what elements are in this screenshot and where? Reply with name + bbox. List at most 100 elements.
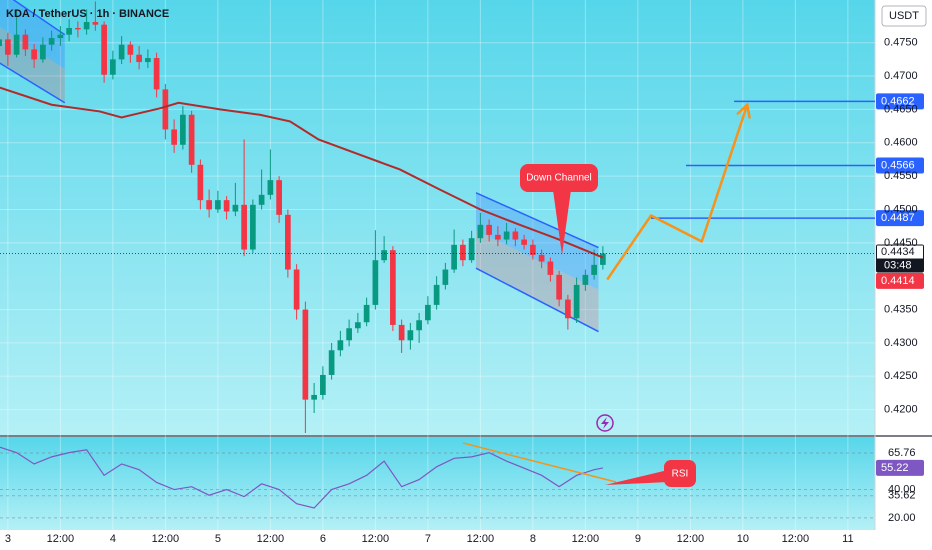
open-marker: 0.4414: [881, 275, 915, 287]
x-tick-label: 9: [635, 533, 641, 545]
y-tick-label: 0.4700: [884, 70, 918, 82]
candle-body: [31, 49, 37, 60]
candle-body: [188, 114, 195, 165]
candle-body: [538, 254, 545, 262]
candle-body: [407, 330, 414, 341]
candle-body: [573, 284, 580, 319]
candle-body: [153, 58, 160, 90]
candle-body: [398, 324, 405, 341]
target-label: 0.4566: [881, 159, 915, 171]
candle-body: [477, 224, 484, 239]
candle-body: [258, 194, 265, 205]
candle-body: [180, 114, 186, 145]
candle-body: [223, 200, 230, 212]
candle-body: [355, 322, 361, 329]
x-tick-label: 5: [215, 533, 221, 545]
candle-body: [83, 22, 90, 30]
candle-body: [486, 224, 492, 235]
rsi-callout-pointer: [605, 470, 668, 485]
candle-body: [206, 200, 212, 210]
candle-body: [582, 274, 589, 285]
candle-body: [101, 24, 107, 75]
candle-body: [40, 44, 46, 60]
x-tick-label: 7: [425, 533, 431, 545]
y-tick-label: 0.4200: [884, 404, 918, 416]
candle-body: [197, 164, 204, 201]
callout-box: [520, 164, 598, 192]
candle-body: [468, 238, 475, 261]
rsi-value-box: [876, 459, 924, 476]
candle-body: [302, 309, 309, 400]
candle-body: [530, 244, 536, 255]
channel-upper: [475, 192, 599, 249]
event-icon: [596, 414, 614, 432]
candle-body: [337, 340, 344, 351]
candle-body: [0, 39, 2, 47]
candle-body: [241, 204, 247, 250]
y-tick-label: 0.4600: [884, 137, 918, 149]
currency-box[interactable]: [881, 5, 927, 27]
candle-body: [145, 58, 151, 63]
rsi-callout-box: [664, 460, 696, 487]
target-box: [876, 157, 924, 174]
candle-body: [171, 129, 177, 145]
candle-body: [250, 204, 256, 250]
y-tick-label: 0.4500: [884, 203, 918, 215]
x-tick-label: 12:00: [257, 533, 285, 545]
candle-body: [600, 253, 606, 265]
candle-body: [363, 304, 370, 323]
candle-body: [320, 374, 326, 395]
channel-lower: [0, 62, 66, 104]
projection-path: [606, 104, 749, 281]
candle-body: [346, 328, 352, 341]
candle-body: [48, 38, 55, 45]
y-tick-label: 0.4650: [884, 103, 918, 115]
candle-body: [521, 239, 527, 245]
rsi-value: 55.22: [881, 462, 909, 474]
x-tick-label: 12:00: [467, 533, 495, 545]
rsi-tick-label: 20.00: [888, 512, 916, 524]
candle-body: [328, 350, 335, 375]
candle-body: [381, 250, 387, 261]
candle-body: [495, 234, 501, 240]
candle-body: [75, 28, 81, 30]
rsi-divergence: [462, 442, 617, 483]
rsi-tick-label: 35.62: [888, 490, 916, 502]
price-box-top: [877, 245, 923, 259]
target-box: [876, 93, 924, 110]
candle-body: [136, 54, 142, 63]
y-tick-label: 0.4350: [884, 303, 918, 315]
candle-body: [285, 214, 291, 270]
rsi-line: [0, 446, 603, 509]
callout-pointer: [553, 190, 571, 255]
candle-body: [293, 269, 300, 310]
x-tick-label: 12:00: [47, 533, 75, 545]
x-tick-label: 10: [737, 533, 749, 545]
open-box: [876, 272, 924, 289]
channel-lower: [475, 267, 599, 333]
channel-upper-fill: [476, 192, 599, 290]
candle-body: [503, 231, 510, 240]
candle-body: [13, 34, 20, 55]
candle-body: [92, 22, 99, 25]
y-tick-label: 0.4750: [884, 37, 918, 49]
moving-average: [0, 86, 604, 259]
candle-body: [556, 274, 562, 300]
x-tick-label: 12:00: [782, 533, 810, 545]
y-tick-label: 0.4450: [884, 237, 918, 249]
x-tick-label: 6: [320, 533, 326, 545]
candle-body: [451, 244, 457, 270]
candle-body: [110, 59, 116, 75]
candle-body: [118, 44, 125, 60]
y-tick-label: 0.4550: [884, 170, 918, 182]
main-plot: [0, 0, 875, 433]
candle-body: [372, 260, 379, 305]
channel-upper: [12, 0, 66, 36]
x-tick-label: 12:00: [152, 533, 180, 545]
candle-body: [5, 39, 11, 55]
candle-body: [127, 44, 134, 55]
candle-body: [442, 269, 449, 285]
